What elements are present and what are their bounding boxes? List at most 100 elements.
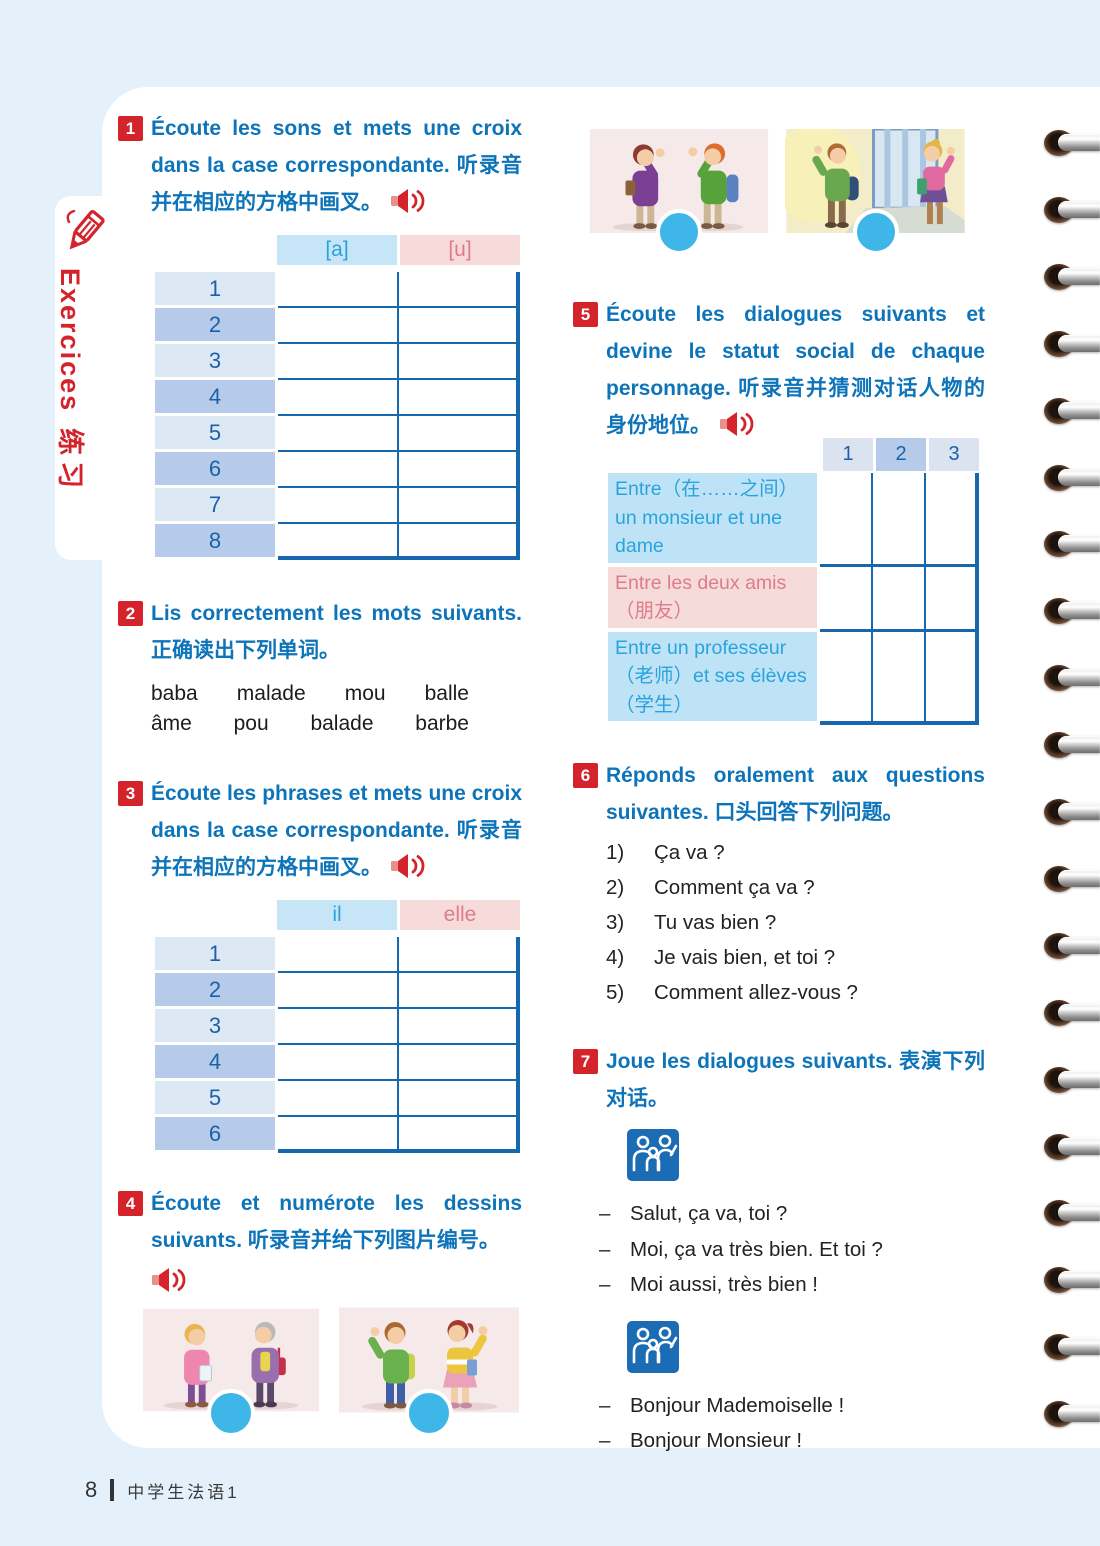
answer-cell[interactable] [278, 1081, 399, 1117]
exercise-3-title-text: Écoute les phrases et mets une croix dan… [151, 782, 522, 879]
row-number: 3 [155, 344, 278, 380]
binding-ring [1044, 330, 1100, 358]
question-text: Ça va ? [654, 841, 725, 864]
answer-cell[interactable] [399, 1009, 520, 1045]
exercise-2: 2 Lis correctement les mots suivants. 正确… [118, 595, 522, 739]
answer-cell[interactable] [278, 1009, 399, 1045]
numbering-circle[interactable] [656, 209, 702, 255]
binding-ring [1044, 196, 1100, 224]
ring-rod [1058, 1137, 1100, 1155]
audio-icon [391, 854, 425, 878]
question-item: 3) Tu vas bien ? [606, 905, 985, 940]
pencil-icon [66, 209, 105, 250]
answer-cell[interactable] [278, 1117, 399, 1153]
table-row: 5 [155, 1081, 520, 1117]
ring-rod [1058, 803, 1100, 820]
numbering-circle[interactable] [405, 1389, 453, 1437]
answer-cell[interactable] [278, 524, 399, 560]
answer-cell[interactable] [278, 973, 399, 1009]
dialogue-lines: – Bonjour Mademoiselle ! – Bonjour Monsieur… [573, 1388, 985, 1459]
answer-cell[interactable] [399, 344, 520, 380]
binding-ring [1044, 1266, 1100, 1294]
answer-cell[interactable] [399, 380, 520, 416]
numbering-circle[interactable] [207, 1389, 255, 1437]
numbering-circle[interactable] [852, 209, 899, 255]
answer-cell[interactable] [278, 380, 399, 416]
word: balade [310, 712, 374, 735]
question-number: 2) [606, 876, 625, 899]
picture-woman-greeting-elderly-lady [143, 1307, 319, 1437]
exercises-label-zh: 练习 [55, 428, 85, 495]
answer-cell[interactable] [873, 566, 926, 632]
binding-ring [1044, 731, 1100, 759]
answer-cell[interactable] [926, 631, 979, 725]
answer-cell[interactable] [399, 452, 520, 488]
exercise-number-badge: 5 [573, 302, 598, 327]
exercise-6-title-text: Réponds oralement aux questions suivante… [606, 764, 985, 824]
ring-rod [1058, 134, 1100, 151]
answer-cell[interactable] [873, 631, 926, 725]
question-number: 3) [606, 911, 625, 934]
word-line: âme pou balade barbe [151, 709, 469, 739]
binding-ring [1044, 1333, 1100, 1361]
answer-cell[interactable] [820, 631, 873, 725]
exercise-6-title: Réponds oralement aux questions suivante… [606, 757, 985, 831]
exercise-5: 5 Écoute les dialogues suivants et devin… [573, 296, 985, 725]
answer-cell[interactable] [399, 416, 520, 452]
answer-cell[interactable] [278, 937, 399, 973]
answer-cell[interactable] [399, 1117, 520, 1153]
row-number: 2 [155, 308, 278, 344]
exercise-number-badge: 6 [573, 763, 598, 788]
answer-cell[interactable] [399, 973, 520, 1009]
exercise-4: 4 Écoute et numérote les dessins suivant… [118, 1185, 522, 1437]
answer-cell[interactable] [399, 488, 520, 524]
dialogue-text: Moi, ça va très bien. Et toi ? [630, 1237, 883, 1261]
binding-ring [1044, 1199, 1100, 1227]
dialogue-dash: – [599, 1202, 611, 1225]
answer-cell[interactable] [399, 272, 520, 308]
ring-rod [1058, 1070, 1100, 1088]
table-row: 2 [155, 973, 520, 1009]
answer-cell[interactable] [820, 566, 873, 632]
question-item: 4) Je vais bien, et toi ? [606, 940, 985, 975]
ring-rod [1058, 1405, 1100, 1423]
answer-cell[interactable] [278, 344, 399, 380]
table-row: Entre les deux amis（朋友） [608, 566, 980, 632]
binding-ring [1044, 464, 1100, 492]
table-row: 8 [155, 524, 520, 560]
exercise-2-header: 2 Lis correctement les mots suivants. 正确… [118, 595, 522, 669]
table-row: 1 [155, 937, 520, 973]
word: barbe [415, 712, 469, 735]
picture-two-students-greeting [586, 129, 772, 255]
answer-cell[interactable] [278, 308, 399, 344]
dialogue-dash: – [599, 1393, 611, 1417]
dialogue-lines: – Salut, ça va, toi ? – Moi, ça va très bie… [573, 1196, 985, 1303]
answer-cell[interactable] [278, 452, 399, 488]
answer-cell[interactable] [926, 473, 979, 567]
question-number: 4) [606, 946, 625, 969]
book-title: 中学生法语1 [127, 1482, 240, 1502]
answer-cell[interactable] [278, 488, 399, 524]
question-text: Comment ça va ? [654, 876, 815, 899]
answer-cell[interactable] [399, 308, 520, 344]
exercise-5-title: Écoute les dialogues suivants et devine … [606, 296, 985, 444]
answer-cell[interactable] [399, 524, 520, 560]
ring-rod [1058, 401, 1100, 419]
answer-cell[interactable] [926, 566, 979, 632]
ring-rod [1058, 334, 1100, 352]
row-label: Entre（在……之间）un monsieur et une dame [608, 473, 820, 567]
answer-cell[interactable] [278, 1045, 399, 1081]
exercise-7: 7 Joue les dialogues suivants. 表演下列对话。 –… [573, 1043, 985, 1459]
table-row: 6 [155, 452, 520, 488]
answer-cell[interactable] [278, 272, 399, 308]
audio-icon [720, 412, 754, 436]
answer-cell[interactable] [820, 473, 873, 567]
binding-ring [1044, 865, 1100, 893]
answer-cell[interactable] [399, 937, 520, 973]
answer-cell[interactable] [399, 1045, 520, 1081]
answer-cell[interactable] [278, 416, 399, 452]
answer-cell[interactable] [399, 1081, 520, 1117]
answer-cell[interactable] [873, 473, 926, 567]
exercise-5-header: 5 Écoute les dialogues suivants et devin… [573, 296, 985, 444]
exercise-6: 6 Réponds oralement aux questions suivan… [573, 757, 985, 1010]
